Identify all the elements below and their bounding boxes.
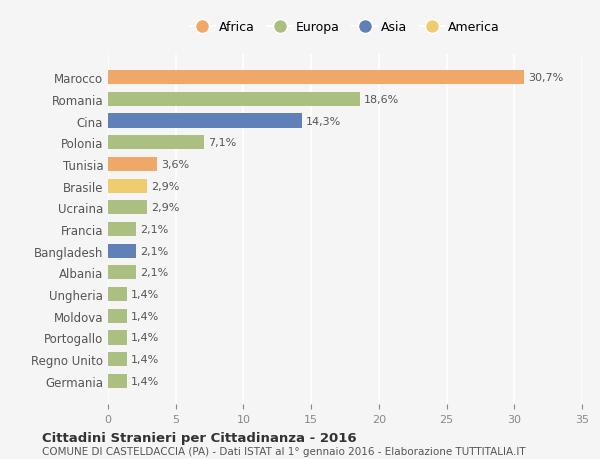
Text: 18,6%: 18,6% <box>364 95 399 105</box>
Text: 2,1%: 2,1% <box>140 246 169 256</box>
Text: 1,4%: 1,4% <box>131 311 159 321</box>
Bar <box>108 93 360 106</box>
Bar <box>108 244 136 258</box>
Bar <box>108 71 524 85</box>
Bar <box>108 266 136 280</box>
Bar <box>108 201 147 215</box>
Bar <box>108 353 127 366</box>
Text: 1,4%: 1,4% <box>131 376 159 386</box>
Bar <box>108 287 127 302</box>
Text: 2,1%: 2,1% <box>140 224 169 235</box>
Bar <box>108 309 127 323</box>
Text: 2,9%: 2,9% <box>151 181 180 191</box>
Text: Cittadini Stranieri per Cittadinanza - 2016: Cittadini Stranieri per Cittadinanza - 2… <box>42 431 356 444</box>
Bar <box>108 223 136 236</box>
Bar <box>108 374 127 388</box>
Text: 7,1%: 7,1% <box>208 138 236 148</box>
Bar <box>108 330 127 345</box>
Bar <box>108 179 147 193</box>
Bar <box>108 114 302 129</box>
Text: 2,1%: 2,1% <box>140 268 169 278</box>
Text: COMUNE DI CASTELDACCIA (PA) - Dati ISTAT al 1° gennaio 2016 - Elaborazione TUTTI: COMUNE DI CASTELDACCIA (PA) - Dati ISTAT… <box>42 447 526 456</box>
Text: 1,4%: 1,4% <box>131 354 159 364</box>
Text: 1,4%: 1,4% <box>131 290 159 299</box>
Text: 14,3%: 14,3% <box>306 116 341 126</box>
Text: 1,4%: 1,4% <box>131 333 159 343</box>
Bar <box>108 136 204 150</box>
Bar <box>108 157 157 172</box>
Text: 3,6%: 3,6% <box>161 160 189 169</box>
Text: 30,7%: 30,7% <box>528 73 563 83</box>
Text: 2,9%: 2,9% <box>151 203 180 213</box>
Legend: Africa, Europa, Asia, America: Africa, Europa, Asia, America <box>185 16 505 39</box>
